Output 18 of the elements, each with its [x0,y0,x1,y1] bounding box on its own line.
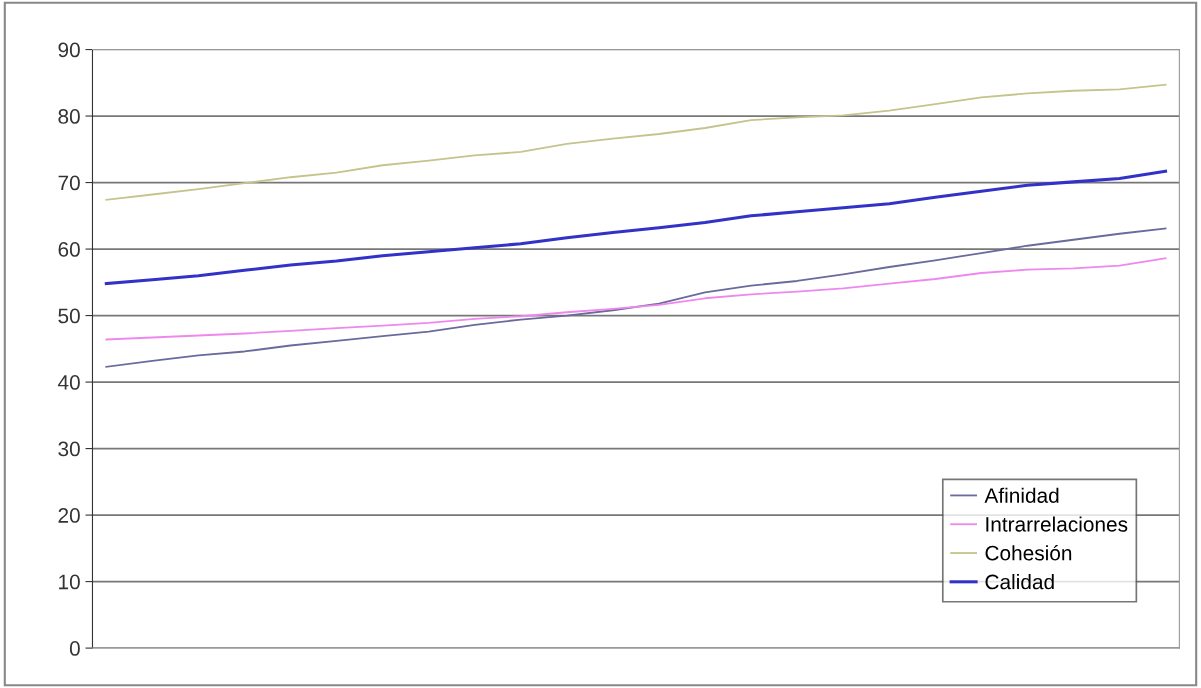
line-series [104,169,1168,286]
y-tick-label: 0 [69,641,80,656]
y-tick-label: 60 [58,242,80,257]
y-tick-label: 10 [59,574,80,590]
y-tick-label: 40 [57,375,80,390]
y-tick-label: 80 [58,109,80,124]
y-tick-label: 70 [58,175,80,191]
y-tick-label: 50 [58,308,80,324]
legend-label: Cohesión [985,544,1072,561]
legend-label: Calidad [985,574,1054,590]
line-series [105,227,1167,368]
y-tick-label: 30 [58,441,80,457]
line-series [105,257,1167,341]
line-series [105,83,1167,201]
legend-label: Intrarrelaciones [986,516,1128,532]
y-tick-label: 90 [58,42,80,58]
legend-label: Afinidad [984,487,1059,503]
y-tick-label: 20 [58,508,80,523]
